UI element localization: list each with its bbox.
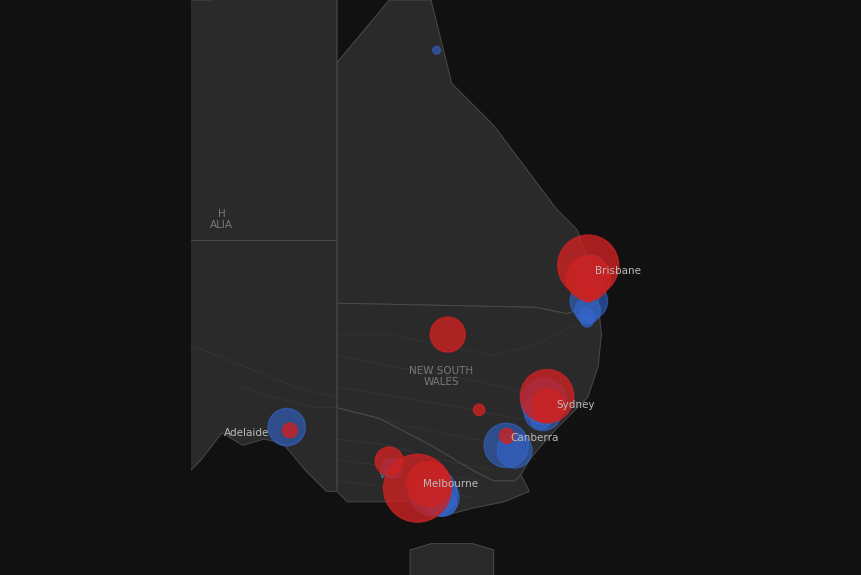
Circle shape [473, 404, 484, 416]
Circle shape [574, 298, 600, 323]
Circle shape [268, 408, 305, 446]
Circle shape [530, 409, 550, 429]
Polygon shape [243, 0, 599, 313]
Circle shape [580, 315, 592, 327]
Circle shape [430, 317, 465, 352]
Circle shape [375, 447, 403, 475]
Text: Canberra: Canberra [510, 432, 558, 443]
Circle shape [499, 428, 514, 443]
Text: VIC.: VIC. [378, 470, 400, 480]
Circle shape [282, 423, 297, 438]
Circle shape [383, 454, 451, 522]
Circle shape [406, 462, 450, 506]
Polygon shape [410, 543, 493, 575]
Circle shape [430, 490, 456, 516]
Circle shape [557, 235, 618, 296]
Circle shape [569, 282, 607, 320]
Text: Brisbane: Brisbane [594, 266, 640, 276]
Circle shape [421, 479, 459, 516]
Polygon shape [86, 0, 337, 240]
Circle shape [432, 46, 440, 54]
Circle shape [484, 423, 528, 467]
Polygon shape [86, 240, 337, 502]
Text: Melbourne: Melbourne [423, 479, 477, 489]
Text: H
ALIA: H ALIA [210, 209, 233, 231]
Circle shape [409, 469, 456, 516]
Circle shape [579, 286, 596, 302]
Circle shape [520, 370, 573, 423]
Polygon shape [337, 408, 529, 516]
Text: NEW SOUTH
WALES: NEW SOUTH WALES [409, 366, 473, 387]
Polygon shape [337, 303, 601, 481]
Circle shape [497, 433, 531, 468]
Polygon shape [0, 0, 86, 428]
Circle shape [381, 458, 400, 478]
Circle shape [520, 378, 567, 424]
Circle shape [566, 256, 610, 300]
Circle shape [571, 255, 607, 291]
Circle shape [578, 309, 594, 325]
Text: Adelaide: Adelaide [224, 428, 269, 439]
Circle shape [523, 393, 561, 431]
Text: Sydney: Sydney [556, 400, 594, 410]
Circle shape [531, 389, 564, 422]
